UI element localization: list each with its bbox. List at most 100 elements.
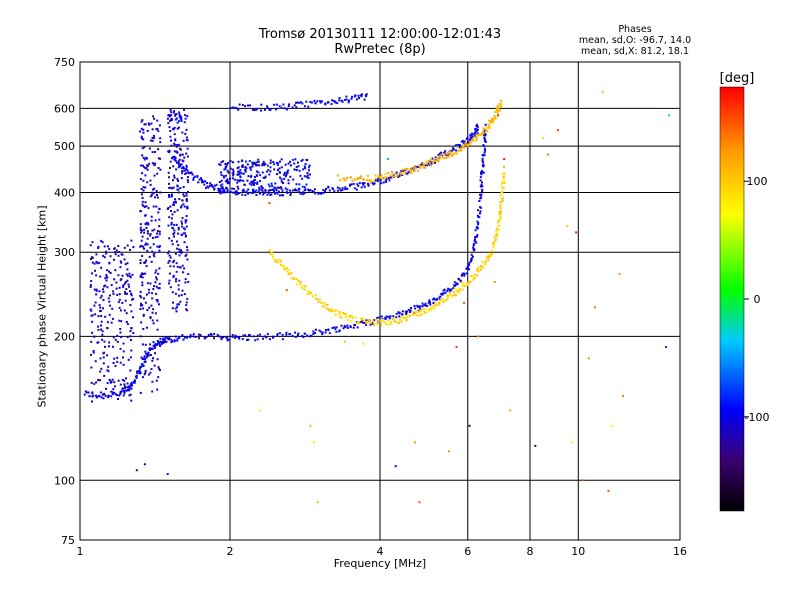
data-point (492, 242, 494, 245)
data-point (276, 186, 279, 189)
data-point (139, 294, 142, 297)
data-point (190, 171, 193, 174)
data-point (439, 154, 442, 157)
data-point (244, 334, 247, 337)
data-point (244, 169, 247, 172)
data-point (257, 158, 260, 161)
data-point (200, 177, 202, 180)
data-point (178, 158, 181, 161)
data-point (446, 298, 449, 301)
data-point (152, 115, 155, 118)
data-point (408, 314, 411, 317)
data-point (238, 173, 241, 176)
data-point (442, 289, 445, 292)
data-point (462, 272, 465, 275)
data-point (444, 150, 447, 153)
data-point (449, 293, 452, 296)
data-point (156, 235, 159, 238)
data-point (133, 379, 136, 382)
data-point (501, 199, 504, 202)
data-point (241, 165, 244, 168)
data-point (485, 126, 488, 129)
data-point (149, 179, 152, 182)
data-point (174, 198, 176, 201)
data-point (266, 164, 269, 167)
colorbar-tick-label: 100 (747, 175, 768, 188)
data-point (148, 306, 151, 309)
data-point (469, 138, 472, 141)
data-point (407, 168, 410, 171)
data-point (144, 343, 147, 346)
data-point (303, 192, 306, 195)
data-point (170, 210, 172, 212)
data-point (245, 190, 248, 193)
data-point (106, 269, 109, 272)
data-point (424, 311, 426, 314)
data-point (307, 177, 310, 179)
data-point (112, 388, 115, 391)
data-point (344, 188, 347, 191)
data-point (403, 316, 406, 319)
data-point (185, 192, 188, 195)
data-point (136, 370, 139, 373)
data-point (145, 226, 148, 229)
data-point (286, 270, 289, 273)
data-point (223, 176, 225, 179)
data-point (556, 129, 559, 132)
data-point (413, 167, 416, 170)
data-point (176, 178, 179, 181)
data-point (171, 226, 174, 229)
data-point (500, 191, 503, 194)
data-point (386, 176, 389, 179)
data-point (157, 167, 160, 169)
data-point (177, 226, 180, 229)
data-point (94, 269, 96, 272)
data-point (397, 311, 400, 314)
data-point (480, 173, 483, 176)
data-point (196, 175, 199, 178)
data-point (294, 331, 297, 334)
data-point (90, 314, 93, 317)
data-point (145, 356, 148, 359)
data-point (152, 192, 155, 195)
data-point (113, 357, 116, 360)
data-point (474, 273, 477, 276)
data-point (360, 175, 363, 178)
data-point (121, 274, 124, 277)
data-point (268, 173, 271, 176)
data-point (474, 238, 476, 241)
data-point (169, 265, 172, 268)
y-tick-label: 75 (61, 534, 75, 547)
data-point (149, 347, 152, 350)
data-point (468, 268, 470, 271)
data-point (187, 273, 190, 276)
data-point (181, 170, 184, 173)
data-point (273, 163, 275, 166)
data-point (178, 248, 181, 251)
data-point (455, 149, 458, 152)
data-point (175, 280, 177, 283)
data-point (241, 338, 244, 341)
data-point (362, 317, 365, 320)
data-point (113, 381, 116, 384)
data-point (154, 219, 157, 222)
data-point (120, 390, 123, 393)
data-point (179, 154, 182, 157)
data-point (441, 154, 444, 157)
data-point (147, 223, 150, 226)
data-point (187, 181, 190, 184)
data-point (183, 205, 186, 208)
data-point (141, 147, 144, 150)
data-point (238, 192, 241, 195)
data-point (130, 294, 133, 297)
data-point (220, 161, 223, 164)
data-point (93, 335, 96, 338)
data-point (446, 152, 449, 155)
data-point (156, 172, 159, 175)
data-point (283, 171, 286, 174)
data-point (156, 328, 159, 331)
data-point (130, 381, 133, 384)
data-point (128, 285, 130, 288)
data-point (91, 331, 94, 334)
data-point (498, 224, 501, 227)
